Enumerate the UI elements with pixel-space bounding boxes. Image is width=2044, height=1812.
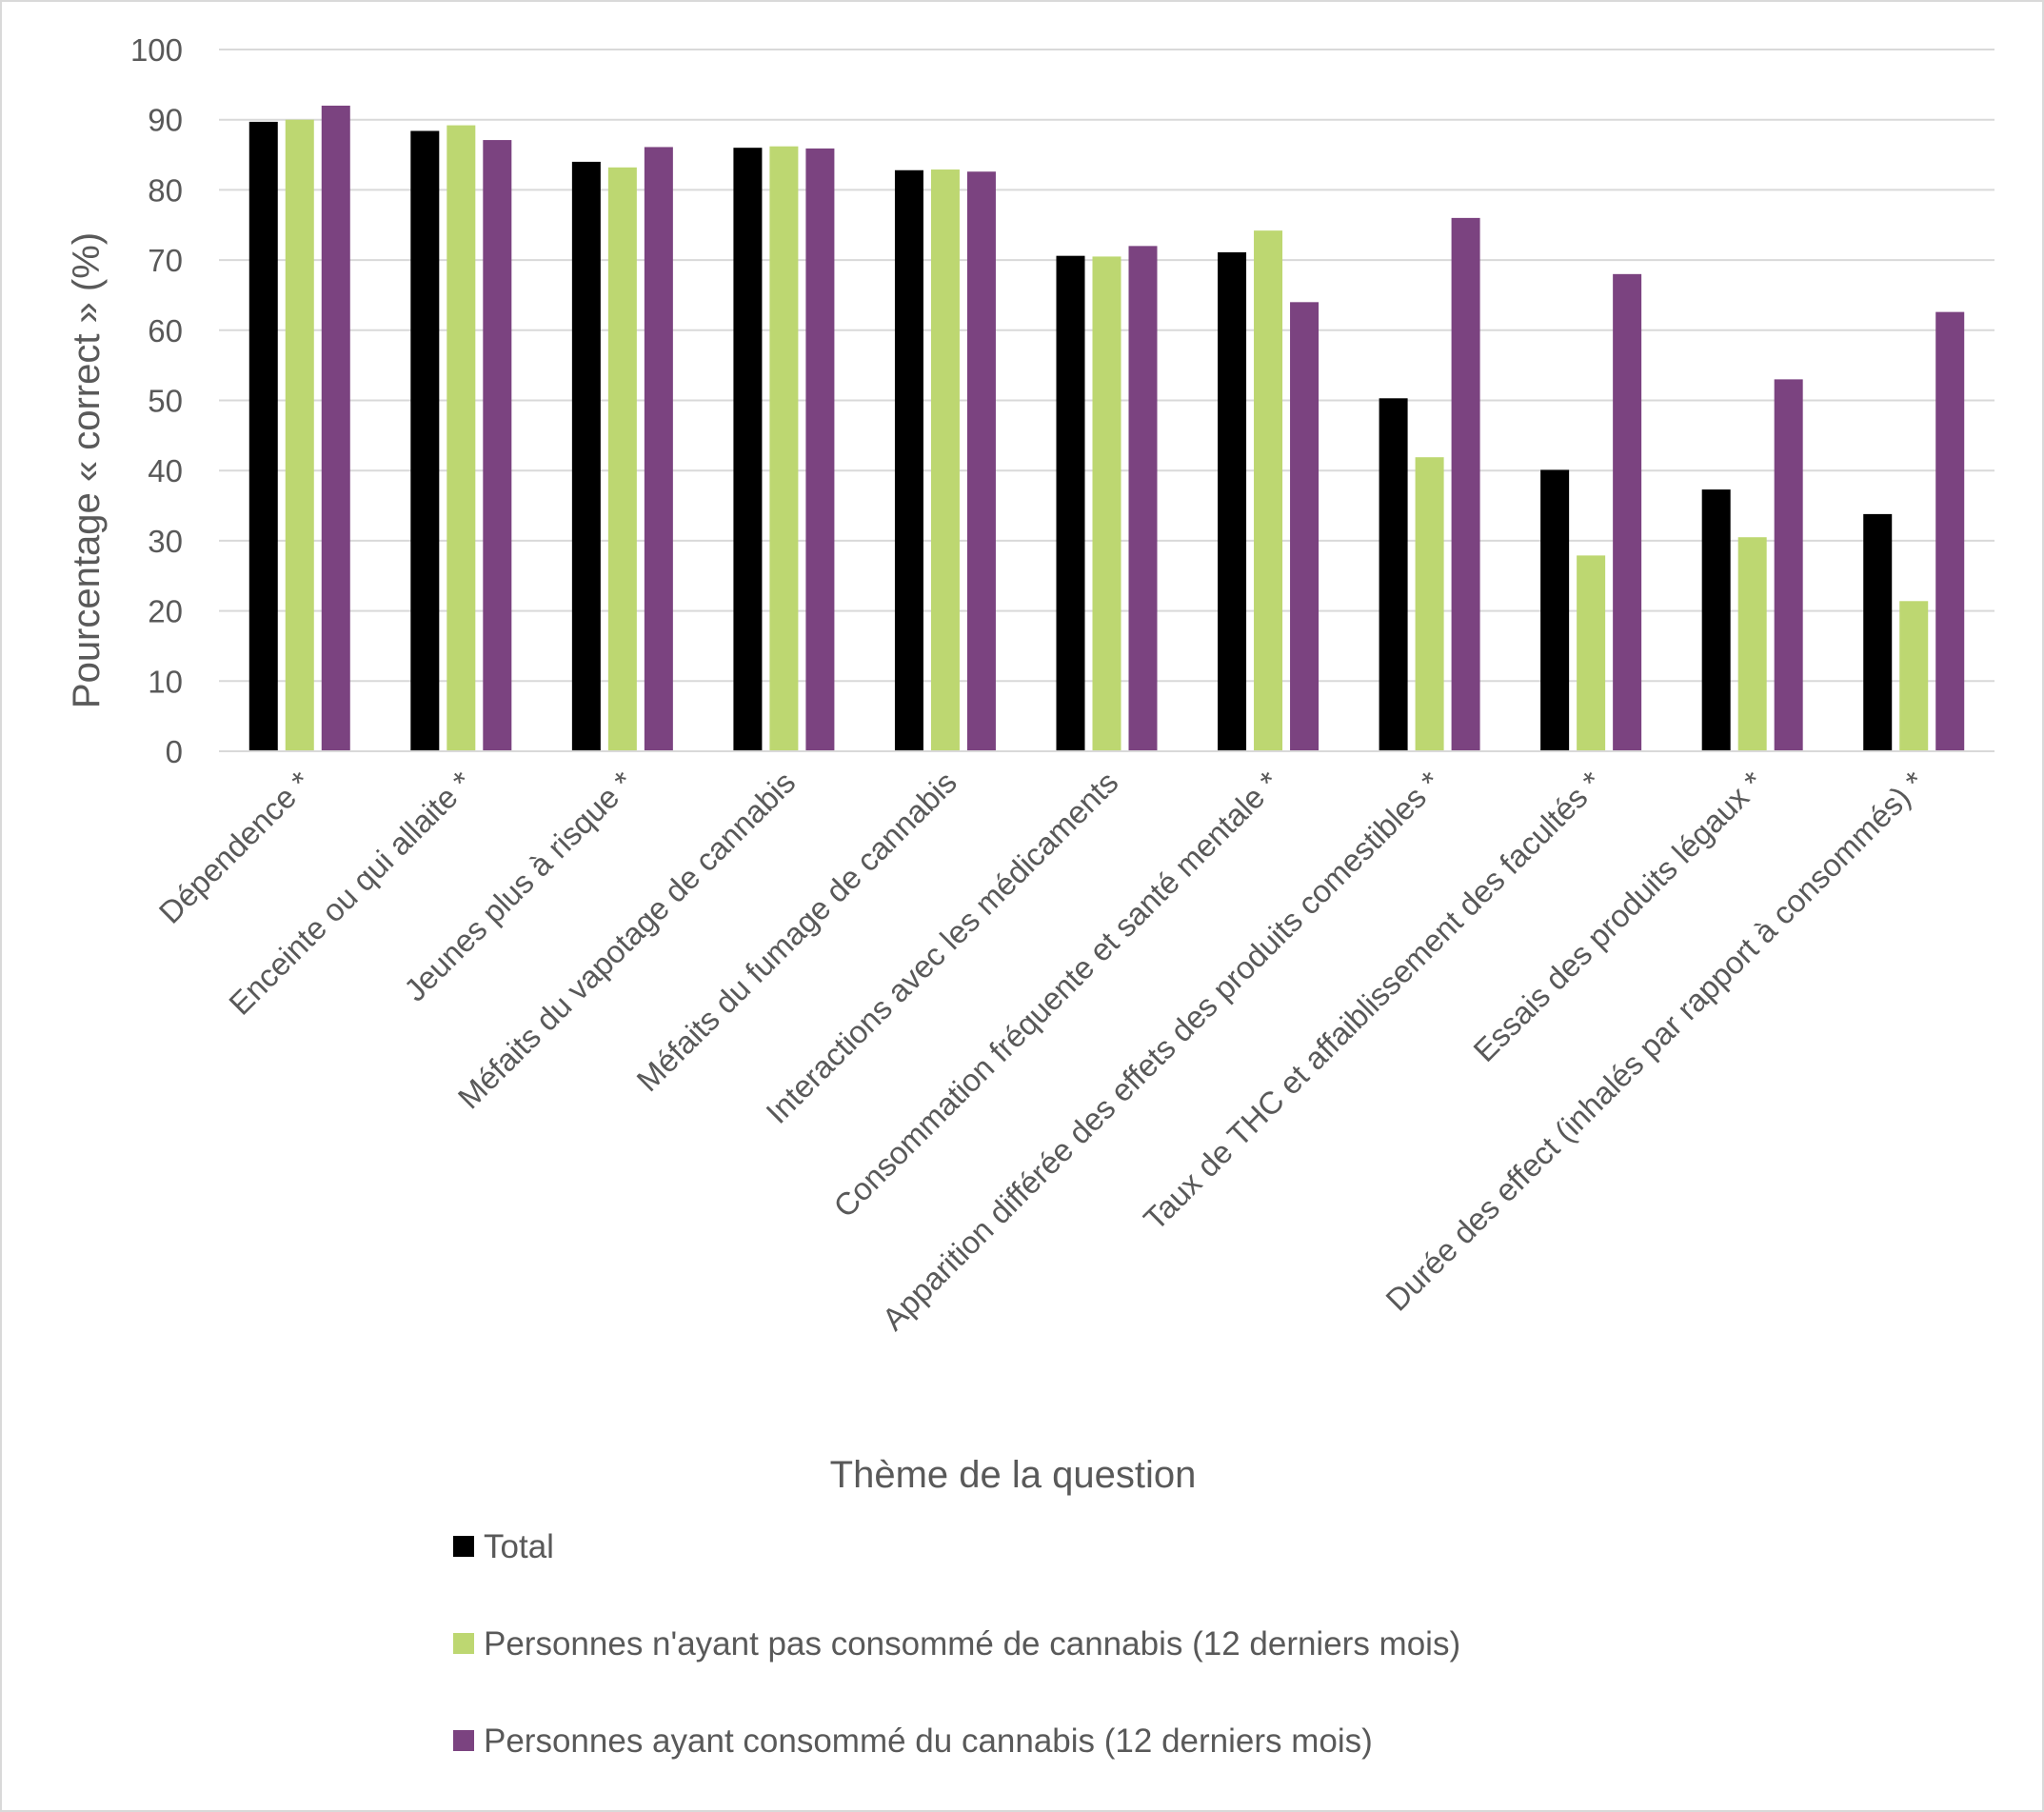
bar [321, 105, 350, 751]
bar [966, 171, 996, 751]
bar [1737, 537, 1767, 751]
bar [1254, 230, 1283, 751]
y-tick-label: 40 [148, 453, 183, 488]
bar [805, 148, 835, 752]
y-tick-label: 20 [148, 594, 183, 629]
y-tick-label: 80 [148, 172, 183, 208]
bar [1415, 457, 1444, 751]
bar [1540, 469, 1570, 751]
bar [1613, 273, 1642, 751]
bar [410, 130, 440, 751]
bar [248, 121, 278, 751]
x-axis-title: Thème de la question [830, 1454, 1197, 1496]
x-tick-label: Interactions avec les médicaments [759, 765, 1124, 1130]
legend-swatch [453, 1536, 474, 1557]
bar [1379, 398, 1408, 751]
bar [644, 147, 673, 751]
legend-swatch [453, 1633, 474, 1654]
bar [1774, 379, 1803, 751]
x-tick-label: Méfaits du vapotage de cannabis [451, 765, 803, 1116]
x-tick-label: Essais des produits légaux * [1466, 765, 1770, 1068]
x-tick-label: Dépendence * [152, 765, 318, 930]
bar [733, 148, 763, 751]
legend-label: Personnes n'ayant pas consommé de cannab… [484, 1625, 1460, 1663]
y-tick-label: 30 [148, 524, 183, 559]
y-tick-label: 60 [148, 313, 183, 348]
bar [1935, 311, 1965, 751]
x-tick-label: Méfaits du fumage de cannabis [629, 765, 962, 1098]
bar [1863, 513, 1893, 751]
legend: Total Personnes n'ayant pas consommé de c… [453, 1528, 1460, 1760]
x-tick-labels: Dépendence *Enceinte ou qui allaite *Jeu… [152, 765, 1933, 1337]
bar [1218, 251, 1247, 751]
bar [1451, 217, 1480, 751]
bar [769, 146, 799, 751]
bar [1128, 246, 1158, 751]
bar [1092, 256, 1121, 751]
bar [1899, 601, 1929, 751]
bar [607, 167, 637, 752]
bar [930, 169, 960, 752]
bar [1577, 555, 1606, 751]
y-tick-label: 0 [166, 734, 183, 769]
y-tick-label: 100 [130, 32, 183, 68]
y-tick-labels: 0 10 20 30 40 50 60 70 80 90 100 [130, 32, 183, 769]
y-tick-label: 50 [148, 384, 183, 419]
bar [285, 119, 314, 751]
bar [447, 125, 476, 751]
y-axis-title: Pourcentage « correct » (%) [66, 232, 108, 708]
bars [248, 105, 1965, 752]
bar [1701, 489, 1731, 751]
bar [571, 161, 601, 752]
bar [483, 140, 512, 751]
x-tick-label: Apparition différée des effets des produ… [875, 765, 1447, 1337]
x-tick-label: Durée des effect (inhalés par rapport à … [1379, 765, 1932, 1318]
legend-label: Personnes ayant consommé du cannabis (12… [484, 1722, 1373, 1760]
legend-label: Total [484, 1528, 554, 1565]
legend-swatch [453, 1730, 474, 1751]
y-tick-label: 10 [148, 664, 183, 699]
y-tick-label: 70 [148, 243, 183, 278]
bar [894, 169, 923, 751]
bar [1056, 255, 1085, 752]
y-tick-label: 90 [148, 103, 183, 138]
bar [1290, 302, 1320, 751]
